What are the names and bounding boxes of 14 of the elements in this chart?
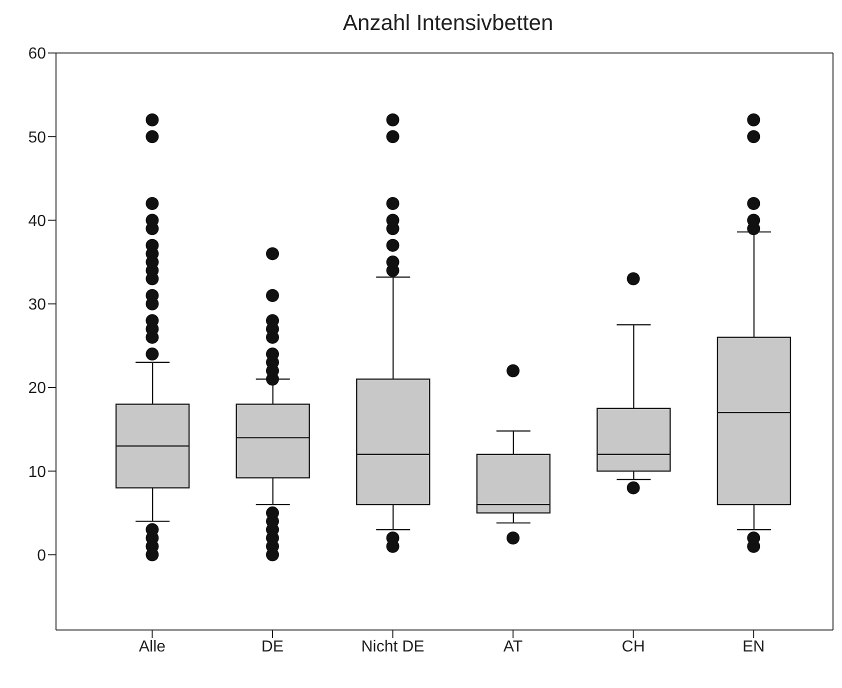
x-tick-label: AT <box>503 638 523 656</box>
y-tick-label: 10 <box>28 464 46 481</box>
y-tick-label: 60 <box>28 46 46 63</box>
x-tick-label: CH <box>622 638 645 656</box>
y-tick-label: 50 <box>28 129 46 146</box>
y-tick-label: 40 <box>28 212 46 230</box>
x-tick-label: Nicht DE <box>361 638 424 656</box>
x-tick-label: EN <box>742 638 765 656</box>
x-tick-label: Alle <box>138 638 166 656</box>
y-tick-label: 20 <box>28 380 46 398</box>
chart-title: Anzahl Intensivbetten <box>342 9 554 37</box>
y-tick-label: 0 <box>37 547 46 564</box>
x-tick-label: DE <box>261 638 284 656</box>
y-tick-label: 30 <box>28 296 46 314</box>
